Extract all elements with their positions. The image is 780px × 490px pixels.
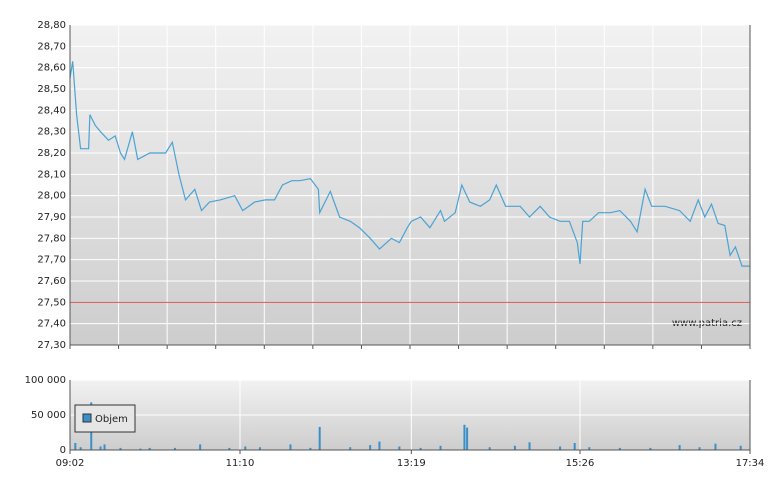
legend: Objem xyxy=(74,404,136,433)
volume-bar xyxy=(739,445,742,450)
volume-bar xyxy=(618,447,621,450)
legend-swatch xyxy=(82,413,92,423)
y-tick-label: 50 000 xyxy=(31,410,66,421)
volume-bar xyxy=(678,445,681,450)
x-tick-label: 15:26 xyxy=(566,458,595,469)
y-tick-label: 27,70 xyxy=(37,255,66,266)
x-tick-label: 17:34 xyxy=(736,458,765,469)
y-tick-label: 28,40 xyxy=(37,105,66,116)
volume-bar xyxy=(289,444,292,450)
volume-bar xyxy=(244,446,247,450)
y-tick-label: 28,60 xyxy=(37,63,66,74)
x-tick-label: 13:19 xyxy=(397,458,426,469)
y-tick-label: 0 xyxy=(60,445,66,456)
y-tick-label: 28,50 xyxy=(37,84,66,95)
volume-bar xyxy=(79,447,82,450)
volume-bar xyxy=(74,443,77,450)
legend-label: Objem xyxy=(95,414,128,425)
volume-bar xyxy=(466,427,469,450)
volume-bar xyxy=(173,447,176,450)
volume-bar xyxy=(573,443,576,450)
volume-bar xyxy=(649,447,652,450)
y-tick-label: 28,00 xyxy=(37,191,66,202)
volume-bar xyxy=(349,447,352,450)
x-tick-label: 09:02 xyxy=(56,458,85,469)
volume-bar xyxy=(698,447,701,450)
volume-bar xyxy=(559,446,562,450)
volume-bar xyxy=(119,447,122,450)
volume-bar xyxy=(99,446,102,450)
volume-bar xyxy=(419,447,422,450)
y-tick-label: 27,60 xyxy=(37,276,66,287)
y-tick-label: 28,30 xyxy=(37,127,66,138)
y-tick-label: 28,80 xyxy=(37,20,66,31)
volume-bar xyxy=(148,447,151,450)
volume-bar xyxy=(714,443,717,450)
volume-bar xyxy=(513,445,516,450)
volume-bar xyxy=(309,447,312,450)
y-tick-label: 100 000 xyxy=(25,375,66,386)
volume-bar xyxy=(139,448,142,450)
volume-bar xyxy=(439,445,442,450)
price-line xyxy=(69,61,750,267)
x-tick-label: 11:10 xyxy=(226,458,255,469)
y-tick-label: 28,70 xyxy=(37,41,66,52)
y-tick-label: 28,10 xyxy=(37,169,66,180)
volume-bar xyxy=(318,426,321,450)
volume-bar xyxy=(378,441,381,450)
y-tick-label: 28,20 xyxy=(37,148,66,159)
volume-bar xyxy=(588,447,591,450)
volume-bar xyxy=(258,447,261,450)
y-tick-label: 27,50 xyxy=(37,297,66,308)
y-tick-label: 27,90 xyxy=(37,212,66,223)
volume-bar xyxy=(528,442,531,450)
volume-bar xyxy=(103,444,106,450)
volume-bar xyxy=(228,447,231,450)
y-tick-label: 27,80 xyxy=(37,233,66,244)
volume-bar xyxy=(199,444,202,450)
volume-bar xyxy=(463,424,466,450)
volume-bar xyxy=(398,446,401,450)
volume-bar xyxy=(369,445,372,450)
y-tick-label: 27,40 xyxy=(37,319,66,330)
volume-bar xyxy=(488,447,491,450)
y-tick-label: 27,30 xyxy=(37,340,66,351)
